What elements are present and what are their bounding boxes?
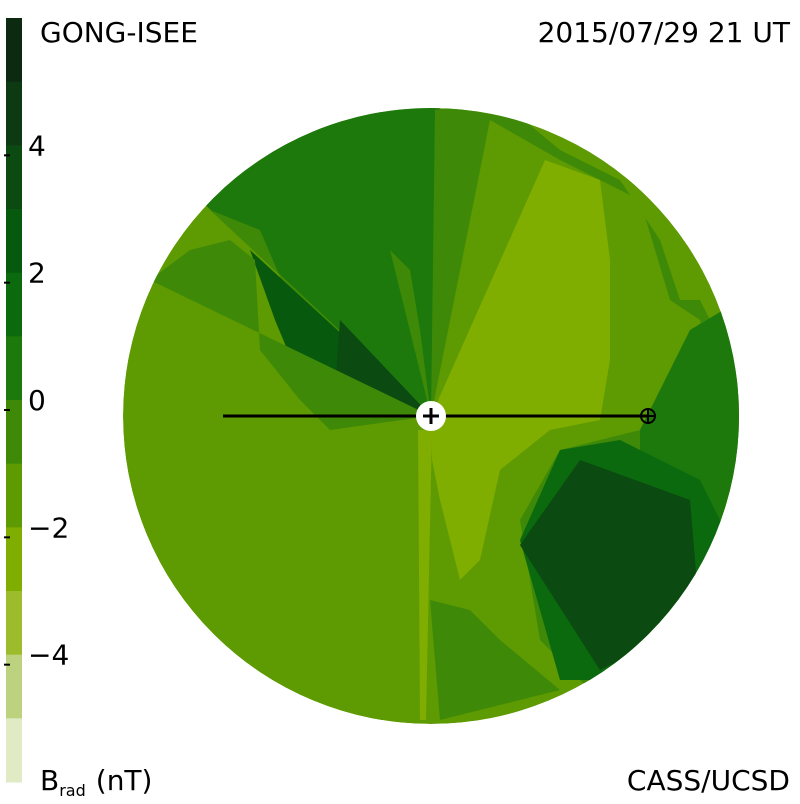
colorbar-tick-label: 0 (28, 384, 46, 417)
colorbar-tick-label: 2 (28, 257, 46, 290)
earth-cross (641, 409, 655, 423)
unit: (nT) (96, 764, 153, 797)
colorbar-band (6, 272, 22, 337)
colorbar-band (6, 209, 22, 274)
colorbar: 4 2 0 −2 −4 (4, 18, 69, 783)
colorbar-band (6, 336, 22, 401)
colorbar-band (6, 463, 22, 528)
colorbar-label: Brad (nT) (40, 764, 152, 800)
colorbar-tick-label: −2 (28, 511, 69, 544)
credit: CASS/UCSD (627, 764, 790, 797)
colorbar-band (6, 81, 22, 146)
colorbar-band (6, 591, 22, 656)
colorbar-band (6, 654, 22, 719)
datetime: 2015/07/29 21 UT (538, 16, 791, 49)
sun-cross (423, 408, 439, 424)
colorbar-band (6, 718, 22, 783)
colorbar-tick-label: −4 (28, 639, 69, 672)
colorbar-tick-label: 4 (28, 129, 46, 162)
colorbar-band (6, 145, 22, 210)
colorbar-band (6, 18, 22, 83)
source: GONG-ISEE (40, 16, 198, 49)
subscript: rad (59, 781, 86, 800)
symbol: B (40, 764, 59, 797)
colorbar-band (6, 527, 22, 592)
colorbar-band (6, 400, 22, 465)
